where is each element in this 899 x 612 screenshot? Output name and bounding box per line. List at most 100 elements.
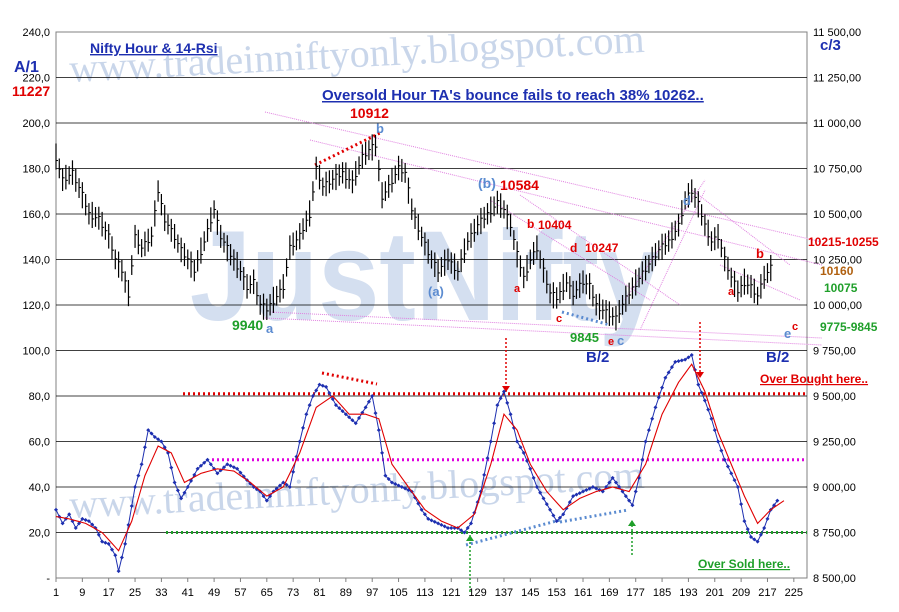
rsi-point xyxy=(749,535,754,540)
rsi-point xyxy=(554,519,559,524)
rsi-point xyxy=(314,388,319,393)
rsi-point xyxy=(656,395,661,400)
channel-line xyxy=(264,317,823,346)
annotation: 10247 xyxy=(585,241,619,255)
rsi-point xyxy=(676,359,681,364)
x-tick-label: 145 xyxy=(521,587,539,599)
rsi-point xyxy=(630,503,635,508)
rsi-point xyxy=(521,450,526,455)
rsi-point xyxy=(80,516,85,521)
right-tick-label: 8 500,00 xyxy=(813,573,856,585)
left-tick-label: - xyxy=(46,573,50,585)
rsi-point xyxy=(758,532,763,537)
rsi-point xyxy=(103,540,108,545)
rsi-point xyxy=(386,477,391,482)
rsi-point xyxy=(432,519,437,524)
rsi-point xyxy=(281,480,286,485)
annotation: 10075 xyxy=(824,281,858,295)
rsi-point xyxy=(755,539,760,544)
right-tick-label: 9 250,00 xyxy=(813,437,856,449)
x-tick-label: 137 xyxy=(495,587,513,599)
rsi-point xyxy=(551,513,556,518)
rsi-point xyxy=(96,532,101,537)
rsi-point xyxy=(258,489,263,494)
right-tick-label: 11 000,00 xyxy=(813,118,861,130)
rsi-point xyxy=(169,465,174,470)
rsi-point xyxy=(215,471,220,476)
x-tick-label: 121 xyxy=(442,587,460,599)
rsi-point xyxy=(146,428,151,433)
rsi-point xyxy=(643,439,648,444)
rsi-point xyxy=(571,494,576,499)
rsi-point xyxy=(561,512,566,517)
x-tick-label: 65 xyxy=(261,587,273,599)
rsi-point xyxy=(136,473,141,478)
rsi-point xyxy=(357,415,362,420)
annotation: d xyxy=(570,241,577,255)
rsi-point xyxy=(330,397,335,402)
channel-line xyxy=(719,264,801,301)
annotation: 10160 xyxy=(820,264,854,278)
rsi-point xyxy=(393,481,398,486)
rsi-point xyxy=(518,445,523,450)
rsi-point xyxy=(594,486,599,491)
rsi-point xyxy=(320,383,325,388)
rsi-point xyxy=(663,375,668,380)
annotation: e xyxy=(784,326,791,341)
rsi-point xyxy=(449,525,454,530)
annotation: 9775-9845 xyxy=(820,320,878,334)
rsi-point xyxy=(156,437,161,442)
rsi-point xyxy=(653,405,658,410)
rsi-point xyxy=(581,489,586,494)
rsi-point xyxy=(324,384,329,389)
x-tick-label: 225 xyxy=(785,587,803,599)
rsi-point xyxy=(231,465,236,470)
rsi-point xyxy=(485,456,490,461)
rsi-point xyxy=(376,428,381,433)
rsi-point xyxy=(712,428,717,433)
rsi-point xyxy=(548,507,553,512)
rsi-point xyxy=(301,425,306,430)
rsi-point xyxy=(469,521,474,526)
rsi-point xyxy=(142,445,147,450)
x-tick-label: 81 xyxy=(313,587,325,599)
arrow-head xyxy=(466,535,474,541)
rsi-point xyxy=(162,445,167,450)
right-tick-label: 10 500,00 xyxy=(813,209,862,221)
x-tick-label: 169 xyxy=(600,587,618,599)
annotation: 10584 xyxy=(500,177,539,193)
rsi-point xyxy=(179,496,184,501)
rsi-point xyxy=(442,524,447,529)
rsi-point xyxy=(225,462,230,467)
rsi-point xyxy=(337,406,342,411)
annotation: a xyxy=(514,283,521,295)
right-tick-label: 10 000,00 xyxy=(813,300,862,312)
x-tick-label: 89 xyxy=(340,587,352,599)
rsi-point xyxy=(100,539,105,544)
rsi-point xyxy=(304,412,309,417)
rsi-point xyxy=(235,466,240,471)
rsi-point xyxy=(679,358,684,363)
rsi-point xyxy=(515,439,520,444)
left-tick-label: 200,0 xyxy=(22,118,50,130)
rsi-point xyxy=(63,516,68,521)
rsi-point xyxy=(198,463,203,468)
annotation: c xyxy=(617,333,624,348)
rsi-point xyxy=(419,507,424,512)
rsi-point xyxy=(541,496,546,501)
rsi-point xyxy=(531,475,536,480)
rsi-point xyxy=(660,385,665,390)
arrow-head xyxy=(628,520,636,526)
rsi-ma-line xyxy=(55,363,785,552)
rsi-point xyxy=(264,498,269,503)
x-tick-label: 161 xyxy=(574,587,592,599)
x-tick-label: 49 xyxy=(208,587,220,599)
rsi-point xyxy=(422,512,427,517)
x-tick-label: 113 xyxy=(416,587,434,599)
x-tick-label: 97 xyxy=(366,587,378,599)
right-tick-label: 11 250,00 xyxy=(813,73,861,85)
right-tick-label: 10 250,00 xyxy=(813,255,862,267)
x-tick-label: 33 xyxy=(155,587,167,599)
left-tick-label: 140,0 xyxy=(22,255,50,267)
rsi-point xyxy=(716,439,721,444)
